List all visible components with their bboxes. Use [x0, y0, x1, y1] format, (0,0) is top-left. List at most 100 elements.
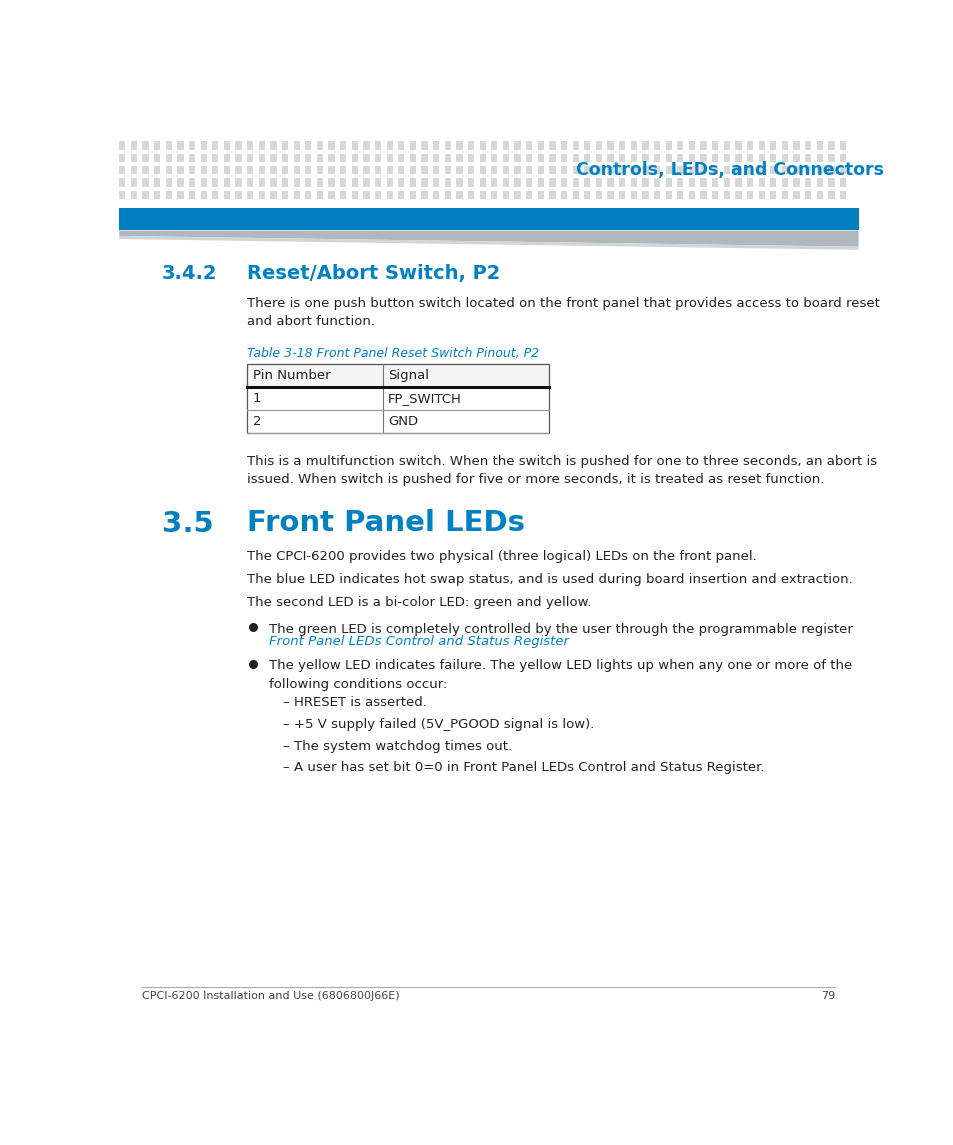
Bar — [688, 141, 695, 150]
Bar — [444, 153, 451, 163]
Bar — [514, 190, 520, 199]
Text: FP_SWITCH: FP_SWITCH — [388, 392, 461, 405]
Bar — [421, 141, 427, 150]
Bar — [177, 166, 183, 174]
Bar — [793, 179, 799, 187]
Bar — [386, 190, 393, 199]
Bar — [758, 166, 764, 174]
Bar — [758, 153, 764, 163]
Bar — [665, 153, 671, 163]
Bar — [758, 190, 764, 199]
Bar — [735, 141, 740, 150]
Bar — [316, 179, 323, 187]
Bar — [142, 153, 149, 163]
Bar — [479, 153, 485, 163]
Bar — [444, 190, 451, 199]
Bar — [525, 166, 532, 174]
Text: The system watchdog times out.: The system watchdog times out. — [294, 740, 511, 752]
Bar — [142, 141, 149, 150]
Bar — [142, 190, 149, 199]
Bar — [665, 190, 671, 199]
Text: A user has set bit 0=0 in Front Panel LEDs Control and Status Register.: A user has set bit 0=0 in Front Panel LE… — [294, 761, 763, 774]
Bar — [305, 190, 311, 199]
Bar — [154, 179, 160, 187]
Bar — [282, 190, 288, 199]
Bar — [816, 166, 822, 174]
Bar — [816, 179, 822, 187]
Bar — [793, 153, 799, 163]
Bar — [654, 141, 659, 150]
Bar — [189, 179, 195, 187]
Text: This is a multifunction switch. When the switch is pushed for one to three secon: This is a multifunction switch. When the… — [247, 455, 877, 487]
Bar — [189, 141, 195, 150]
Bar — [491, 153, 497, 163]
Bar — [154, 190, 160, 199]
Text: The yellow LED indicates failure. The yellow LED lights up when any one or more : The yellow LED indicates failure. The ye… — [269, 660, 851, 690]
Bar — [316, 153, 323, 163]
Bar — [119, 141, 125, 150]
Bar — [166, 141, 172, 150]
Bar — [654, 153, 659, 163]
Bar — [549, 166, 555, 174]
Bar — [583, 141, 590, 150]
Bar — [816, 153, 822, 163]
Bar — [769, 141, 776, 150]
Bar — [468, 153, 474, 163]
Bar — [200, 166, 207, 174]
Bar — [479, 166, 485, 174]
Bar — [804, 190, 810, 199]
Bar — [677, 166, 682, 174]
Bar — [537, 153, 543, 163]
Bar — [340, 166, 346, 174]
Bar — [677, 153, 682, 163]
Text: Table 3-18 Front Panel Reset Switch Pinout, P2: Table 3-18 Front Panel Reset Switch Pino… — [247, 347, 538, 360]
Bar — [583, 166, 590, 174]
Bar — [502, 179, 509, 187]
Bar — [224, 141, 230, 150]
Bar — [119, 208, 858, 230]
Bar — [607, 190, 613, 199]
Bar — [177, 190, 183, 199]
Bar — [827, 190, 834, 199]
Bar — [189, 166, 195, 174]
Text: 1: 1 — [253, 392, 261, 405]
Bar — [456, 141, 462, 150]
Bar — [433, 190, 439, 199]
Bar — [479, 141, 485, 150]
Bar — [456, 166, 462, 174]
Bar — [119, 153, 125, 163]
Bar — [618, 153, 624, 163]
Bar — [410, 179, 416, 187]
Bar — [583, 153, 590, 163]
Bar — [735, 166, 740, 174]
Bar — [596, 141, 601, 150]
Bar — [166, 190, 172, 199]
Bar — [235, 179, 241, 187]
Bar — [247, 141, 253, 150]
Bar — [746, 153, 753, 163]
Bar — [247, 166, 253, 174]
Bar — [375, 153, 381, 163]
Bar — [166, 166, 172, 174]
Bar — [142, 179, 149, 187]
Bar — [804, 179, 810, 187]
Text: HRESET is asserted.: HRESET is asserted. — [294, 696, 426, 710]
Bar — [491, 141, 497, 150]
Text: 2: 2 — [253, 414, 261, 428]
Bar — [827, 166, 834, 174]
Bar — [665, 141, 671, 150]
Bar — [142, 166, 149, 174]
Bar — [665, 166, 671, 174]
Bar — [386, 141, 393, 150]
Text: 79: 79 — [821, 992, 835, 1002]
Bar — [352, 166, 357, 174]
Bar — [270, 141, 276, 150]
Bar — [711, 190, 718, 199]
Bar — [397, 153, 404, 163]
Bar — [630, 190, 637, 199]
Bar — [491, 179, 497, 187]
Bar — [746, 166, 753, 174]
Bar — [282, 153, 288, 163]
Bar — [352, 153, 357, 163]
Bar — [397, 166, 404, 174]
